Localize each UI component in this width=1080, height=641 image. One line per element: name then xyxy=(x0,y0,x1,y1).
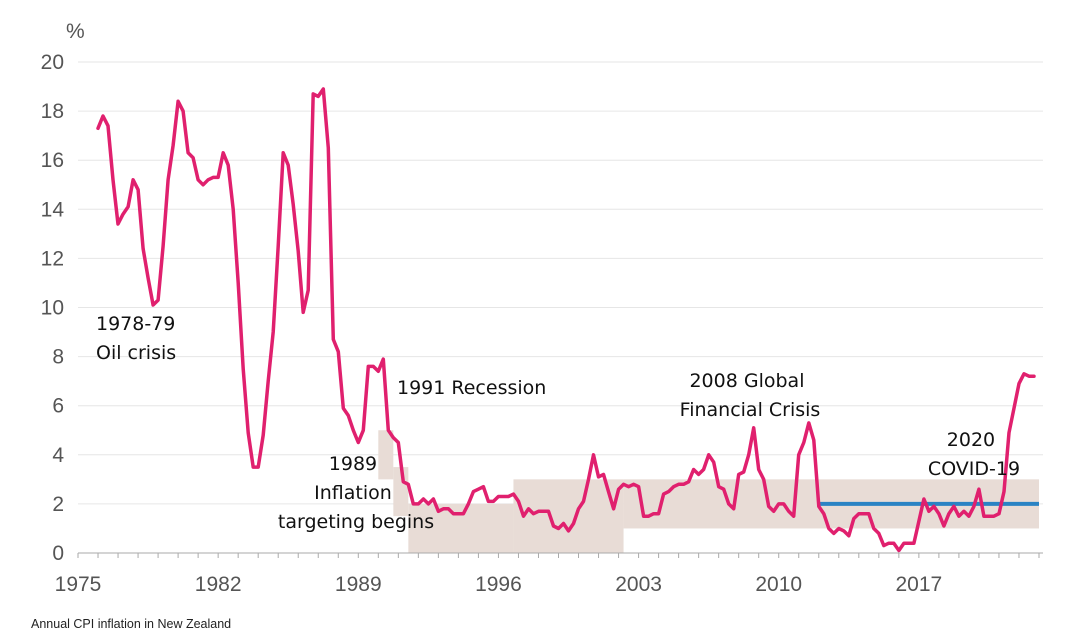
grid-layer xyxy=(78,61,1043,505)
x-tick-label-1975: 1975 xyxy=(55,573,102,596)
annotation-2020-covid-line-2: COVID-19 xyxy=(928,458,1020,480)
series-layer xyxy=(96,87,1036,553)
y-tick-label-10: 10 xyxy=(41,297,64,320)
y-tick-label-4: 4 xyxy=(52,444,64,467)
annotation-oil-crisis-line-2: Oil crisis xyxy=(96,342,176,364)
target-band-1 xyxy=(378,430,394,480)
x-tick-label-2010: 2010 xyxy=(755,573,802,596)
y-tick-label-16: 16 xyxy=(41,149,64,172)
annotation-2020-covid-line-1: 2020 xyxy=(947,429,995,451)
y-tick-label-14: 14 xyxy=(41,198,65,221)
x-tick-label-1989: 1989 xyxy=(335,573,382,596)
annotation-2020-covid: 2020 COVID-19 xyxy=(928,429,1020,480)
chart-caption: Annual CPI inflation in New Zealand xyxy=(31,617,232,631)
cpi-inflation-line xyxy=(96,87,1036,553)
annotation-2008-gfc-line-1: 2008 Global xyxy=(689,370,804,392)
annotations: 1978-79 Oil crisis 1991 Recession 1989 I… xyxy=(96,313,1020,533)
annotation-2008-gfc: 2008 Global Financial Crisis xyxy=(680,370,821,421)
y-axis-unit-label: % xyxy=(66,20,85,43)
y-tick-label-2: 2 xyxy=(52,493,64,516)
y-tick-label-18: 18 xyxy=(41,100,64,123)
tick-labels: 0 2 4 6 8 10 12 14 16 18 20 1975 1982 1989 1996 2003 201… xyxy=(41,51,943,596)
y-tick-label-6: 6 xyxy=(52,395,64,418)
y-tick-label-20: 20 xyxy=(41,51,64,74)
annotation-inflation-targeting-line-3: targeting begins xyxy=(278,511,434,533)
annotation-oil-crisis-line-1: 1978-79 xyxy=(96,313,175,335)
annotation-1991-recession: 1991 Recession xyxy=(397,377,546,399)
target-bands xyxy=(378,430,1039,553)
target-band-4 xyxy=(513,479,624,553)
annotation-2008-gfc-line-2: Financial Crisis xyxy=(680,399,821,421)
y-tick-label-12: 12 xyxy=(41,247,64,270)
annotation-oil-crisis: 1978-79 Oil crisis xyxy=(96,313,181,364)
annotation-inflation-targeting: 1989 Inflation targeting begins xyxy=(278,453,434,533)
x-tick-label-1982: 1982 xyxy=(195,573,242,596)
axes xyxy=(77,552,1043,558)
annotation-1991-recession-line-1: 1991 Recession xyxy=(397,377,546,399)
x-tick-label-2017: 2017 xyxy=(896,573,943,596)
annotation-inflation-targeting-line-1: 1989 xyxy=(329,453,377,475)
annotation-inflation-targeting-line-2: Inflation xyxy=(314,482,392,504)
y-tick-label-8: 8 xyxy=(52,346,64,369)
y-tick-label-0: 0 xyxy=(52,542,64,565)
x-tick-label-1996: 1996 xyxy=(475,573,522,596)
x-tick-label-2003: 2003 xyxy=(615,573,662,596)
